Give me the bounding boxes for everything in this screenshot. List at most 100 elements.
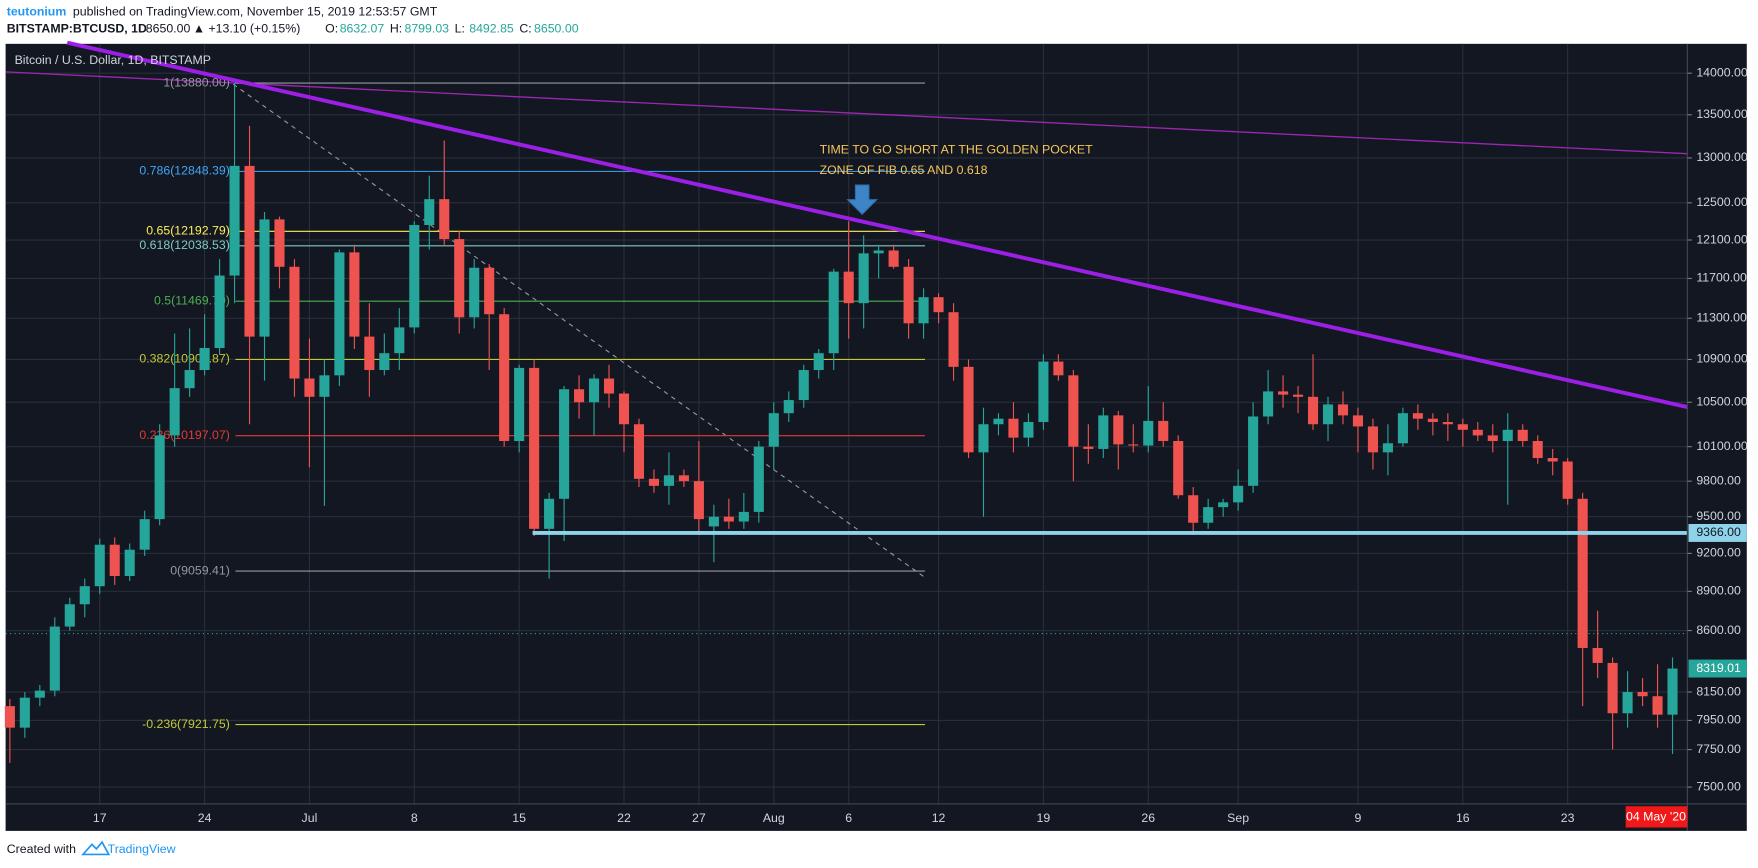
candle-body bbox=[34, 690, 45, 698]
x-tick-label: 19 bbox=[1037, 811, 1051, 825]
candle-body bbox=[394, 327, 405, 354]
candle-body bbox=[199, 347, 210, 371]
candle-body bbox=[588, 378, 600, 403]
ohlc-value: 8650.00 bbox=[534, 22, 579, 36]
candle-body bbox=[768, 413, 779, 447]
candle-body bbox=[1188, 495, 1199, 523]
candle-body bbox=[1622, 692, 1633, 714]
x-tick-label: Aug bbox=[763, 811, 785, 825]
y-tick-label: 9500.00 bbox=[1696, 509, 1741, 523]
date-marker-box bbox=[1625, 806, 1688, 828]
overlay: TIME TO GO SHORT AT THE GOLDEN POCKET ZO… bbox=[15, 40, 1688, 535]
candle-body bbox=[918, 297, 929, 324]
trend-line-thick bbox=[66, 40, 1688, 410]
last-price-label: 8319.01 bbox=[1696, 661, 1741, 675]
author: teutonium bbox=[7, 5, 67, 19]
candle-body bbox=[559, 389, 570, 499]
candle-body bbox=[169, 388, 180, 436]
candle-body bbox=[633, 424, 645, 479]
candle-body bbox=[1233, 485, 1244, 503]
candle-body bbox=[1023, 422, 1034, 438]
x-tick-label: 22 bbox=[617, 811, 631, 825]
candle-body bbox=[529, 367, 540, 529]
candle-body bbox=[1577, 498, 1588, 648]
candle-body bbox=[1442, 422, 1453, 425]
candle-body bbox=[948, 312, 959, 367]
candle-body bbox=[798, 370, 809, 401]
candle-body bbox=[304, 378, 315, 397]
chart-title: Bitcoin / U.S. Dollar, 1D, BITSTAMP bbox=[15, 53, 211, 67]
footer-brand[interactable]: TradingView bbox=[108, 842, 176, 856]
candle-body bbox=[1173, 441, 1184, 496]
candle-body bbox=[154, 435, 165, 520]
candle-body bbox=[993, 418, 1004, 425]
candle-body bbox=[1607, 662, 1618, 714]
candle-body bbox=[1517, 429, 1528, 442]
x-tick-label: 27 bbox=[692, 811, 706, 825]
candle-body bbox=[1263, 391, 1274, 417]
candle-body bbox=[379, 353, 390, 371]
candle-body bbox=[274, 219, 285, 267]
candle-body bbox=[439, 199, 450, 240]
candle-body bbox=[214, 275, 225, 348]
candle-body bbox=[139, 519, 150, 550]
candle-body bbox=[1203, 507, 1214, 523]
candles bbox=[4, 83, 1678, 763]
candle-body bbox=[1248, 416, 1259, 486]
y-tick-label: 12500.00 bbox=[1696, 195, 1748, 209]
candle-body bbox=[858, 253, 869, 304]
candle-body bbox=[1307, 396, 1319, 425]
candle-body bbox=[574, 389, 585, 403]
candle-body bbox=[544, 498, 555, 529]
candle-body bbox=[1293, 394, 1304, 397]
candle-body bbox=[663, 475, 674, 486]
ohlc-value: 8799.03 bbox=[404, 22, 449, 36]
candle-body bbox=[1367, 426, 1378, 453]
last-price-box bbox=[1688, 659, 1747, 678]
ohlc-value: 8632.07 bbox=[340, 22, 385, 36]
y-tick-label: 13000.00 bbox=[1696, 150, 1748, 164]
candle-body bbox=[1158, 420, 1169, 442]
candle-body bbox=[1637, 692, 1648, 697]
candle-body bbox=[229, 165, 240, 276]
candle-body bbox=[1322, 404, 1334, 425]
candle-body bbox=[1412, 413, 1423, 419]
candle-body bbox=[1382, 443, 1393, 453]
candle-body bbox=[1652, 696, 1663, 715]
x-tick-label: 8 bbox=[411, 811, 418, 825]
x-tick-label: 9 bbox=[1355, 811, 1362, 825]
candle-body bbox=[1128, 444, 1139, 446]
candle-body bbox=[1218, 502, 1229, 508]
candle-body bbox=[1113, 415, 1124, 445]
candle-body bbox=[94, 544, 105, 587]
candle-body bbox=[319, 375, 330, 397]
trend-line-thin bbox=[5, 71, 1688, 155]
candle-body bbox=[708, 516, 719, 527]
last-price: 8650.00 bbox=[146, 22, 191, 36]
x-tick-label: 16 bbox=[1456, 811, 1470, 825]
candle-body bbox=[1098, 415, 1109, 449]
candle-body bbox=[109, 544, 120, 577]
candle-body bbox=[888, 250, 899, 267]
chart-pane bbox=[5, 43, 1747, 831]
candle-body bbox=[469, 267, 480, 318]
candle-body bbox=[1502, 429, 1513, 442]
arrow-down bbox=[846, 184, 879, 216]
candle-body bbox=[1053, 361, 1064, 376]
candle-body bbox=[4, 706, 15, 728]
candle-body bbox=[289, 266, 300, 379]
x-tick-label: 17 bbox=[93, 811, 107, 825]
candle-body bbox=[903, 266, 914, 324]
candle-body bbox=[64, 604, 75, 627]
symbol-line: BITSTAMP:BTCUSD, 1D 8650.00 ▲ +13.10 (+0… bbox=[7, 22, 579, 36]
candle-body bbox=[603, 378, 615, 394]
candle-body bbox=[963, 366, 974, 453]
y-tick-label: 11700.00 bbox=[1696, 271, 1747, 285]
candle-body bbox=[409, 224, 420, 328]
logo bbox=[81, 840, 111, 856]
axes: 14000.00 13500.00 13000.00 12500.00 12100.00… bbox=[93, 65, 1748, 824]
candle-body bbox=[693, 481, 704, 520]
support-label-box bbox=[1688, 523, 1747, 542]
support-label: 9366.00 bbox=[1696, 525, 1741, 539]
